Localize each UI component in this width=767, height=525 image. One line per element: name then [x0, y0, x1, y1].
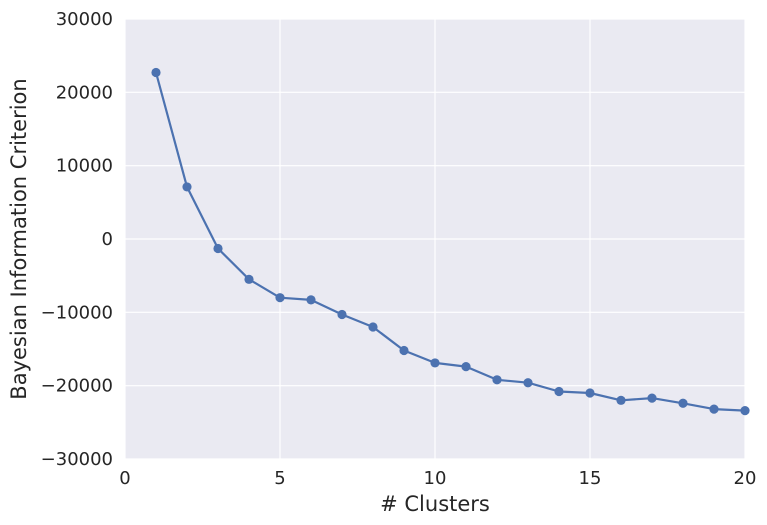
y-tick-label: −30000: [41, 449, 113, 470]
y-tick-labels: −30000 −20000 −10000 0 10000 20000 30000: [41, 9, 113, 470]
data-point: [182, 182, 192, 192]
y-tick-label: 10000: [56, 156, 113, 177]
data-point: [554, 386, 564, 397]
data-point: [523, 378, 533, 388]
x-tick-label: 10: [424, 468, 447, 489]
data-point: [151, 67, 161, 78]
data-point: [585, 388, 595, 398]
data-point: [368, 322, 378, 332]
y-tick-label: −20000: [41, 376, 113, 397]
y-tick-label: 0: [102, 229, 113, 250]
data-point: [306, 295, 316, 305]
x-tick-label: 15: [579, 468, 602, 489]
data-point: [275, 293, 285, 303]
series-line-0: [154, 72, 746, 412]
x-tick-label: 0: [119, 468, 130, 489]
data-point: [709, 404, 719, 414]
data-point: [213, 243, 223, 254]
data-point: [740, 406, 750, 416]
data-point: [492, 375, 502, 385]
x-tick-labels: 0 5 10 15 20: [119, 468, 756, 489]
grid-lines: [124, 18, 746, 460]
y-tick-label: 30000: [56, 9, 113, 30]
y-tick-label: 20000: [56, 82, 113, 103]
data-point: [678, 398, 688, 408]
x-axis-title: # Clusters: [380, 492, 490, 516]
data-point: [337, 309, 347, 320]
x-tick-label: 20: [734, 468, 757, 489]
x-tick-label: 5: [274, 468, 285, 489]
y-axis-title: Bayesian Information Criterion: [7, 78, 31, 399]
data-point: [430, 358, 440, 368]
data-point: [399, 345, 409, 356]
data-point: [461, 362, 471, 372]
y-tick-label: −10000: [41, 302, 113, 323]
data-point: [647, 393, 657, 403]
series-layer: [151, 67, 750, 416]
data-point: [616, 395, 626, 405]
data-point: [244, 274, 254, 284]
